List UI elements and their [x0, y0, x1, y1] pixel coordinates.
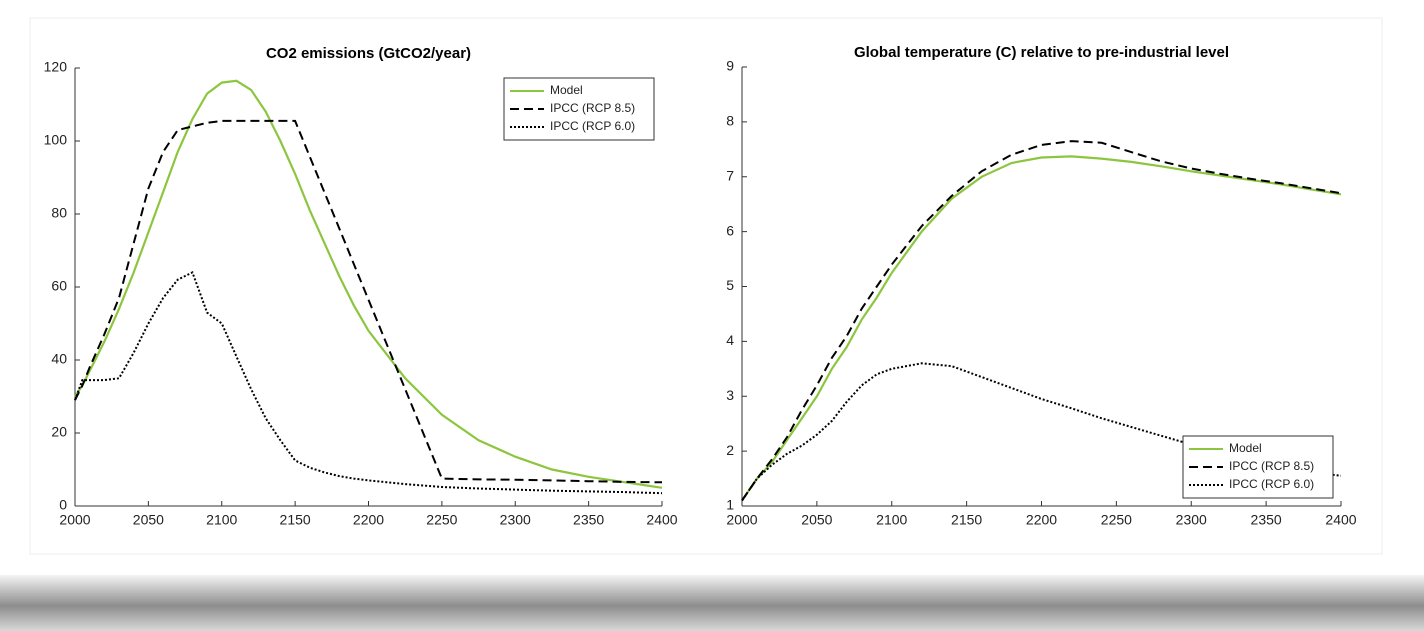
y-tick-label: 3 [726, 387, 734, 403]
y-tick-label: 80 [51, 205, 67, 221]
y-tick-label: 5 [726, 277, 734, 293]
legend-label: IPCC (RCP 6.0) [550, 119, 635, 133]
x-tick-label: 2100 [206, 512, 237, 528]
legend-label: IPCC (RCP 6.0) [1229, 477, 1314, 491]
legend-label: Model [550, 83, 583, 97]
y-tick-label: 2 [726, 442, 734, 458]
series-line [74, 79, 663, 489]
series-line [74, 271, 663, 495]
y-tick-label: 6 [726, 222, 734, 238]
y-tick-label: 120 [44, 59, 68, 75]
series-line [741, 155, 1342, 502]
x-tick-label: 2300 [500, 512, 531, 528]
series-line [74, 119, 663, 484]
x-tick-label: 2200 [353, 512, 384, 528]
y-tick-label: 100 [44, 132, 68, 148]
y-tick-label: 0 [59, 497, 67, 513]
x-tick-label: 2050 [133, 512, 164, 528]
chart-title: Global temperature (C) relative to pre-i… [854, 44, 1229, 61]
y-tick-label: 60 [51, 278, 67, 294]
y-tick-label: 9 [726, 58, 734, 74]
legend: Model IPCC (RCP 8.5) IPCC (RCP 6.0) [503, 77, 655, 141]
y-tick-label: 7 [726, 167, 734, 183]
x-tick-label: 2400 [1325, 512, 1356, 528]
x-tick-label: 2050 [801, 512, 832, 528]
x-tick-label: 2200 [1026, 512, 1057, 528]
series-line [741, 140, 1342, 502]
y-tick-label: 20 [51, 424, 67, 440]
x-tick-label: 2000 [59, 512, 90, 528]
y-tick-label: 8 [726, 113, 734, 129]
figure-frame [29, 17, 1383, 555]
x-tick-label: 2100 [876, 512, 907, 528]
y-tick-label: 4 [726, 332, 734, 348]
x-tick-label: 2350 [573, 512, 604, 528]
y-tick-label: 1 [726, 497, 734, 513]
legend: Model IPCC (RCP 8.5) IPCC (RCP 6.0) [1182, 435, 1334, 499]
x-tick-label: 2400 [646, 512, 677, 528]
legend-label: IPCC (RCP 8.5) [550, 101, 635, 115]
x-tick-label: 2000 [726, 512, 757, 528]
figure: CO2 emissions (GtCO2/year)02040608010012… [29, 17, 1383, 555]
chart-title: CO2 emissions (GtCO2/year) [266, 45, 471, 62]
x-tick-label: 2350 [1251, 512, 1282, 528]
legend-label: Model [1229, 441, 1262, 455]
x-tick-label: 2250 [426, 512, 457, 528]
x-tick-label: 2150 [951, 512, 982, 528]
x-tick-label: 2250 [1101, 512, 1132, 528]
x-tick-label: 2300 [1176, 512, 1207, 528]
bottom-shadow [0, 575, 1424, 631]
x-tick-label: 2150 [280, 512, 311, 528]
legend-label: IPCC (RCP 8.5) [1229, 459, 1314, 473]
y-tick-label: 40 [51, 351, 67, 367]
